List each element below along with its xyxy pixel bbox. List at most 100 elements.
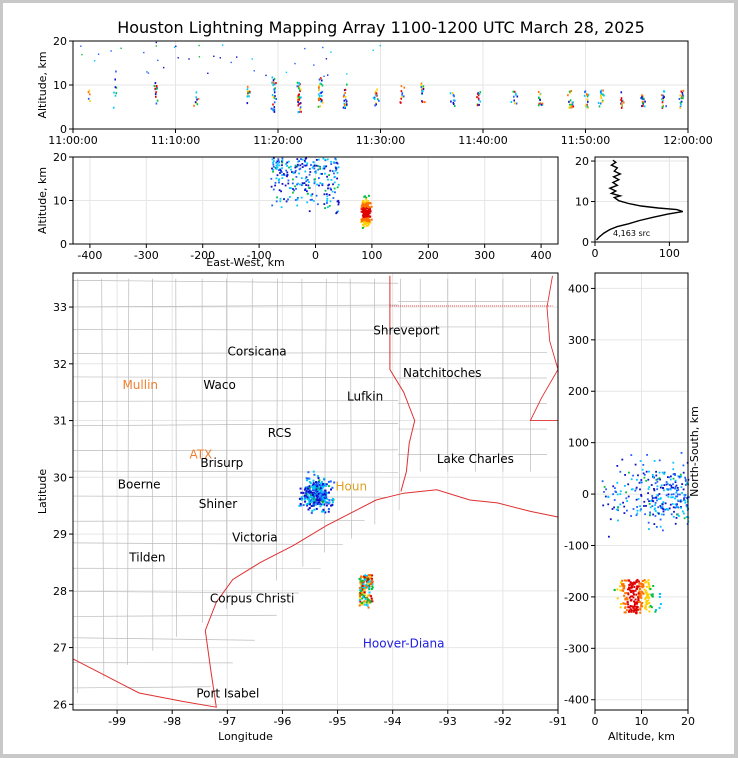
lightning-source-point xyxy=(420,82,423,85)
lightning-source-point xyxy=(638,601,641,603)
county-line xyxy=(72,304,399,308)
lightning-source-point xyxy=(653,488,655,490)
lightning-source-point xyxy=(667,476,669,478)
lightning-source-point xyxy=(110,50,112,52)
lightning-source-point xyxy=(539,93,541,96)
lightning-source-point xyxy=(677,506,680,509)
lightning-source-point xyxy=(346,103,348,106)
y-tick-label: 20 xyxy=(53,151,67,164)
lightning-source-point xyxy=(361,220,364,223)
lightning-source-point xyxy=(370,205,373,208)
lightning-source-point xyxy=(297,182,299,185)
lightning-source-point xyxy=(306,498,309,501)
lightning-source-point xyxy=(679,493,681,496)
lightning-source-point xyxy=(620,603,623,605)
lightning-source-point xyxy=(300,177,303,179)
lightning-source-point xyxy=(636,578,639,581)
lightning-source-point xyxy=(632,606,635,609)
lightning-source-point xyxy=(654,510,657,512)
lightning-source-point xyxy=(304,491,307,494)
lightning-source-point xyxy=(678,476,681,479)
lightning-source-point xyxy=(343,104,346,107)
lightning-source-point xyxy=(370,218,373,221)
lightning-source-point xyxy=(112,106,115,109)
lightning-source-point xyxy=(327,206,329,209)
lightning-source-point xyxy=(271,204,274,207)
lightning-source-point xyxy=(313,473,316,476)
lightning-source-point xyxy=(605,488,607,491)
lightning-source-point xyxy=(315,488,318,491)
lightning-source-point xyxy=(363,603,366,606)
lightning-source-point xyxy=(278,169,280,172)
lightning-source-point xyxy=(368,576,371,579)
lightning-source-point xyxy=(453,105,456,107)
lightning-source-point xyxy=(680,100,683,103)
x-tick-label: -91 xyxy=(549,715,567,728)
lightning-source-point xyxy=(304,170,307,173)
lightning-source-point xyxy=(294,169,297,172)
lightning-source-point xyxy=(637,474,639,477)
lightning-source-point xyxy=(299,487,302,490)
lightning-source-point xyxy=(513,90,516,93)
lightning-source-point xyxy=(645,580,648,583)
lightning-source-point xyxy=(270,185,273,188)
county-line xyxy=(72,279,399,284)
lightning-source-point xyxy=(318,177,320,179)
lightning-source-point xyxy=(364,203,367,206)
lightning-source-point xyxy=(638,594,641,597)
lightning-source-point xyxy=(313,483,316,486)
lightning-source-point xyxy=(649,511,651,514)
lightning-source-point xyxy=(367,578,369,581)
lightning-source-point xyxy=(639,460,642,462)
lightning-source-point xyxy=(155,85,158,88)
lightning-source-point xyxy=(361,597,364,600)
lightning-source-point xyxy=(271,81,273,84)
lightning-source-point xyxy=(358,596,361,599)
lightning-source-point xyxy=(365,586,368,589)
lightning-source-point xyxy=(307,184,310,187)
lightning-source-point xyxy=(273,83,276,86)
lightning-source-point xyxy=(663,484,666,486)
lightning-source-point xyxy=(365,211,368,214)
lightning-source-point xyxy=(365,209,368,212)
lightning-source-point xyxy=(663,96,665,99)
lightning-source-point xyxy=(312,200,315,202)
lma-plot-canvas: Houston Lightning Mapping Array 1100-120… xyxy=(36,18,713,743)
lightning-source-point xyxy=(681,94,684,97)
lightning-source-point xyxy=(629,605,632,607)
lightning-source-point xyxy=(327,485,330,488)
lightning-source-point xyxy=(661,505,664,508)
lightning-source-point xyxy=(322,495,325,498)
lightning-source-point xyxy=(629,595,632,598)
lightning-source-point xyxy=(653,460,656,462)
lightning-source-point xyxy=(628,588,631,591)
lightning-source-point xyxy=(318,499,321,502)
lightning-source-point xyxy=(308,496,311,499)
lightning-source-point xyxy=(654,515,657,517)
lightning-source-point xyxy=(622,501,624,504)
lightning-source-point xyxy=(309,493,312,496)
lightning-source-point xyxy=(274,184,276,187)
county-line xyxy=(72,449,399,451)
lightning-source-point xyxy=(630,584,633,587)
lightning-source-point xyxy=(367,582,369,585)
lightning-source-point xyxy=(230,61,232,64)
x-axis-label: Longitude xyxy=(218,730,273,743)
lightning-source-point xyxy=(299,102,301,105)
lightning-source-point xyxy=(308,485,311,488)
lightning-source-point xyxy=(661,503,664,506)
lightning-source-point xyxy=(449,92,452,95)
x-tick-label: 400 xyxy=(531,249,552,262)
lightning-source-point xyxy=(681,483,684,485)
lightning-source-point xyxy=(88,89,91,92)
lightning-source-point xyxy=(193,104,195,107)
lightning-source-point xyxy=(359,583,362,586)
lightning-source-point xyxy=(683,494,686,496)
station-label: Brisurp xyxy=(200,456,243,470)
lightning-source-point xyxy=(634,605,636,608)
lightning-source-point xyxy=(624,485,626,487)
lightning-source-point xyxy=(586,105,589,108)
lightning-source-point xyxy=(367,224,369,227)
lightning-source-point xyxy=(373,97,376,100)
lightning-source-point xyxy=(306,479,309,482)
